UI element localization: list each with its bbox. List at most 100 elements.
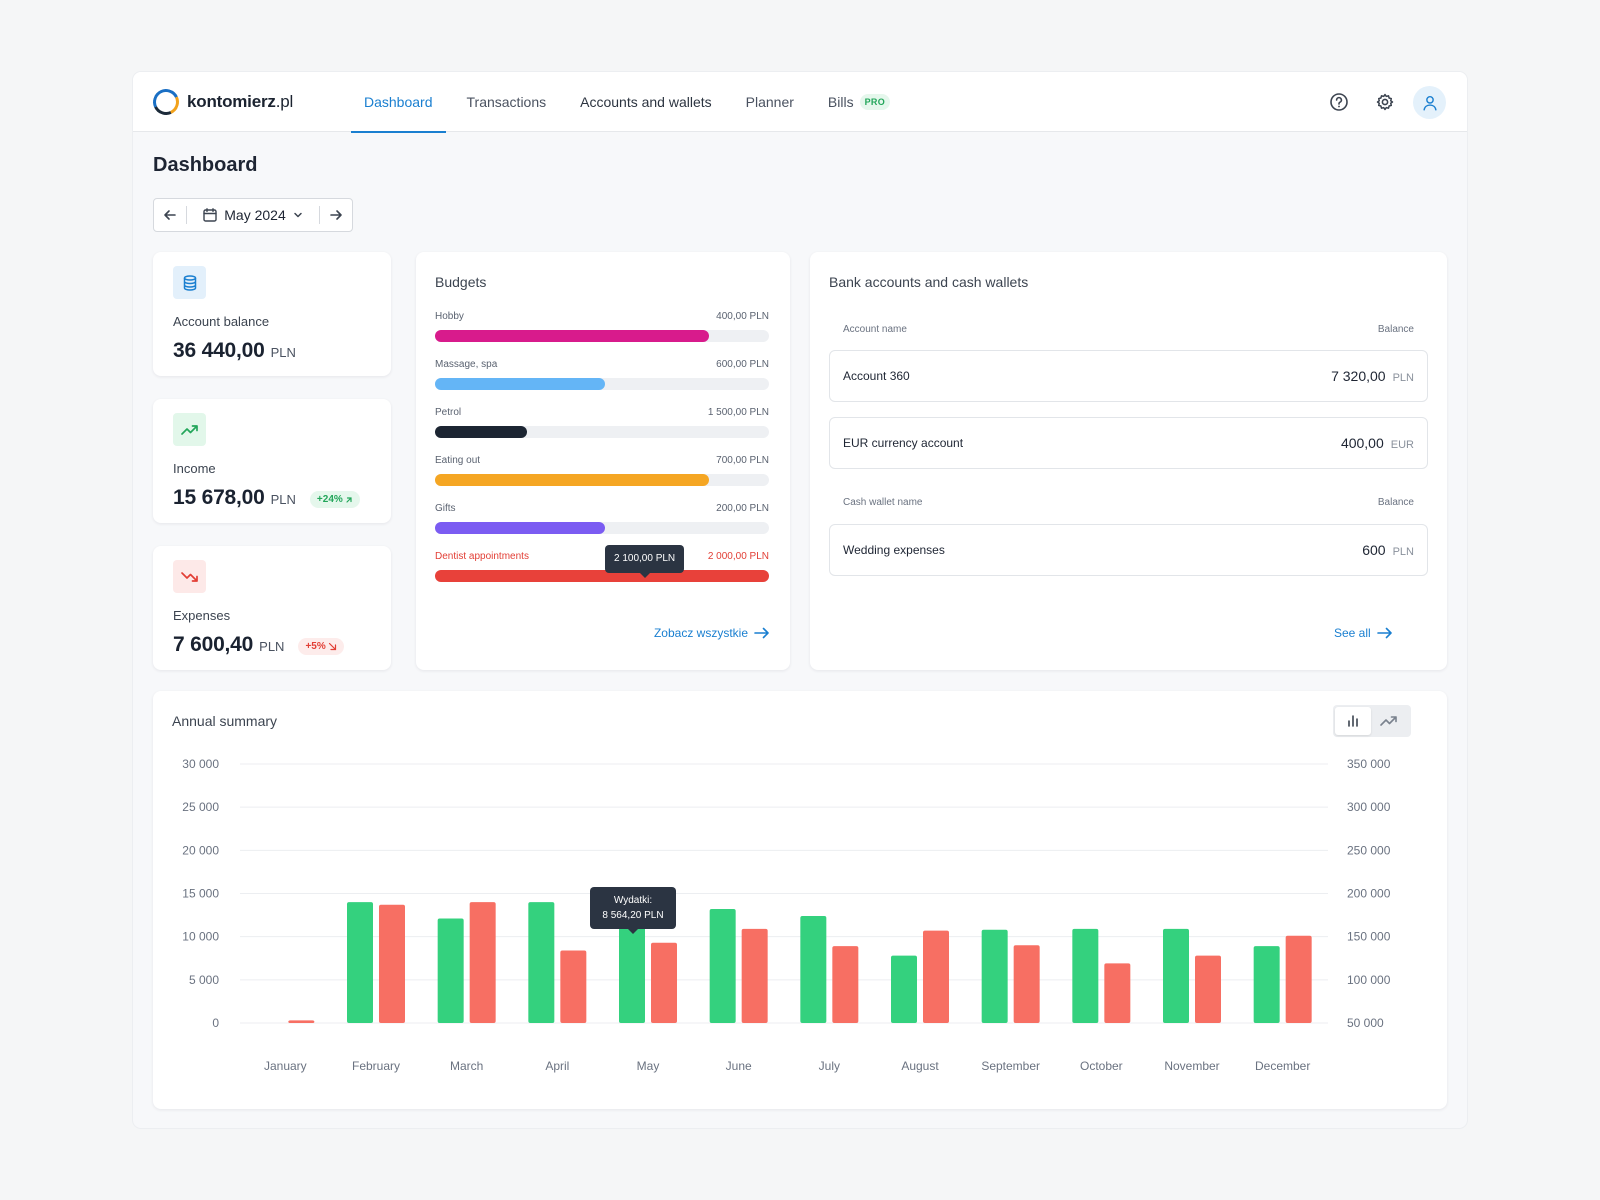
brand-logo[interactable]: kontomierz.pl	[149, 85, 294, 119]
arrow-down-right-icon	[328, 642, 336, 651]
x-tick-label: June	[726, 1059, 752, 1073]
budgets-card: Budgets Hobby 400,00 PLN Massage, spa 600,0…	[416, 252, 790, 670]
x-tick-label: April	[545, 1059, 569, 1073]
y-right-tick-label: 300 000	[1347, 800, 1391, 814]
arrow-right-icon	[1376, 627, 1392, 639]
wallet-row[interactable]: Wedding expenses 600 PLN	[829, 524, 1428, 576]
income-card[interactable]: Income 15 678,00 PLN +24%	[153, 399, 391, 523]
budget-item[interactable]: Eating out 700,00 PLN	[435, 455, 769, 486]
budgets-title: Budgets	[435, 274, 487, 290]
expenses-card[interactable]: Expenses 7 600,40 PLN +5%	[153, 546, 391, 670]
trend-up-icon	[173, 413, 206, 446]
bar-chart-toggle[interactable]	[1335, 707, 1371, 735]
income-bar	[891, 955, 917, 1023]
nav-bills-label: Bills	[827, 94, 854, 110]
budget-item[interactable]: Hobby 400,00 PLN	[435, 311, 769, 342]
x-tick-label: May	[637, 1059, 660, 1073]
divider	[319, 206, 320, 224]
budget-limit: 2 000,00 PLN	[707, 551, 769, 562]
income-bar	[709, 909, 736, 1023]
budget-item[interactable]: Gifts 200,00 PLN	[435, 503, 769, 534]
income-bar	[1253, 946, 1280, 1023]
annual-bar-chart: 30 000 350 000 25 000 300 000 20 000 250 000 1…	[182, 757, 1391, 1073]
budget-name: Dentist appointments	[435, 551, 529, 562]
budget-name: Gifts	[435, 503, 456, 514]
income-bar	[800, 915, 827, 1023]
budget-limit: 700,00 PLN	[716, 455, 769, 466]
month-select[interactable]: May 2024	[187, 207, 319, 223]
budget-header: Eating out 700,00 PLN	[435, 455, 769, 466]
y-right-tick-label: 200 000	[1347, 887, 1391, 901]
y-left-tick-label: 0	[212, 1016, 219, 1030]
x-tick-label: January	[264, 1059, 307, 1073]
trend-down-icon	[173, 560, 206, 593]
account-row[interactable]: Account 360 7 320,00 PLN	[829, 350, 1428, 402]
nav-accounts-and-wallets[interactable]: Accounts and wallets	[580, 94, 712, 110]
calendar-icon	[203, 208, 217, 222]
line-chart-toggle[interactable]	[1371, 707, 1407, 735]
trend-line-icon	[1380, 716, 1397, 726]
gear-icon[interactable]	[1374, 91, 1396, 113]
app-window: kontomierz.pl Dashboard Transactions Acc…	[133, 72, 1467, 1128]
expense-bar	[1285, 935, 1312, 1023]
stat-label: Expenses	[173, 608, 231, 623]
nav-bills[interactable]: Bills PRO	[815, 72, 903, 132]
account-balance-card[interactable]: Account balance 36 440,00 PLN	[153, 252, 391, 376]
income-bar	[347, 902, 373, 1023]
user-avatar[interactable]	[1413, 86, 1446, 119]
budget-progress-fill	[435, 378, 606, 390]
budget-progress-fill	[435, 570, 769, 582]
budget-limit: 1 500,00 PLN	[707, 407, 769, 418]
expense-bar	[651, 942, 677, 1023]
prev-month-button[interactable]	[154, 199, 186, 231]
expense-bar	[379, 904, 405, 1023]
budget-header: Hobby 400,00 PLN	[435, 311, 769, 322]
budget-header: Massage, spa 600,00 PLN	[435, 359, 769, 370]
annual-summary-title: Annual summary	[172, 713, 278, 729]
brand-name: kontomierz.pl	[187, 92, 294, 111]
budget-progress-track	[435, 426, 769, 438]
nav-planner[interactable]: Planner	[745, 94, 794, 110]
budget-progress-track	[435, 474, 769, 486]
stat-value: 15 678,00 PLN +24%	[173, 486, 360, 510]
x-tick-label: November	[1164, 1059, 1219, 1073]
budget-progress-fill	[435, 330, 709, 342]
top-navbar: kontomierz.pl Dashboard Transactions Acc…	[133, 72, 1467, 133]
nav-transactions[interactable]: Transactions	[466, 94, 547, 110]
x-tick-label: July	[819, 1059, 840, 1073]
see-all-accounts-link[interactable]: See all	[1334, 626, 1393, 640]
budget-item[interactable]: Massage, spa 600,00 PLN	[435, 359, 769, 390]
accounts-title: Bank accounts and cash wallets	[829, 274, 1029, 290]
budget-item[interactable]: Petrol 1 500,00 PLN	[435, 407, 769, 438]
arrow-left-icon	[164, 210, 176, 220]
nav-dashboard[interactable]: Dashboard	[351, 72, 446, 133]
expense-bar	[560, 950, 587, 1023]
pro-badge: PRO	[859, 94, 890, 110]
next-month-button[interactable]	[320, 199, 352, 231]
bar-chart-icon	[1348, 715, 1358, 727]
account-row[interactable]: EUR currency account 400,00 EUR	[829, 417, 1428, 469]
income-bar	[619, 902, 645, 1023]
budget-limit: 200,00 PLN	[716, 503, 769, 514]
help-icon[interactable]	[1328, 91, 1350, 113]
income-bar	[1072, 928, 1099, 1023]
budget-name: Eating out	[435, 455, 481, 466]
y-left-tick-label: 20 000	[182, 843, 219, 857]
x-tick-label: August	[901, 1059, 939, 1073]
budget-header: Gifts 200,00 PLN	[435, 503, 769, 514]
budget-item[interactable]: Dentist appointments 2 000,00 PLN	[435, 551, 769, 582]
logo-ring-icon	[149, 85, 183, 119]
y-right-tick-label: 150 000	[1347, 930, 1391, 944]
expense-bar	[832, 946, 859, 1023]
see-all-budgets-link[interactable]: Zobacz wszystkie	[654, 626, 770, 640]
budget-tooltip: 2 100,00 PLN	[605, 545, 685, 578]
y-right-tick-label: 350 000	[1347, 757, 1391, 771]
y-left-tick-label: 15 000	[182, 887, 219, 901]
income-change-badge: +24%	[309, 491, 360, 508]
y-right-tick-label: 250 000	[1347, 843, 1391, 857]
page-title: Dashboard	[153, 154, 258, 176]
expense-bar	[741, 928, 768, 1023]
expense-bar	[923, 930, 949, 1023]
budget-header: Dentist appointments 2 000,00 PLN	[435, 551, 769, 562]
month-value: May 2024	[224, 207, 286, 223]
